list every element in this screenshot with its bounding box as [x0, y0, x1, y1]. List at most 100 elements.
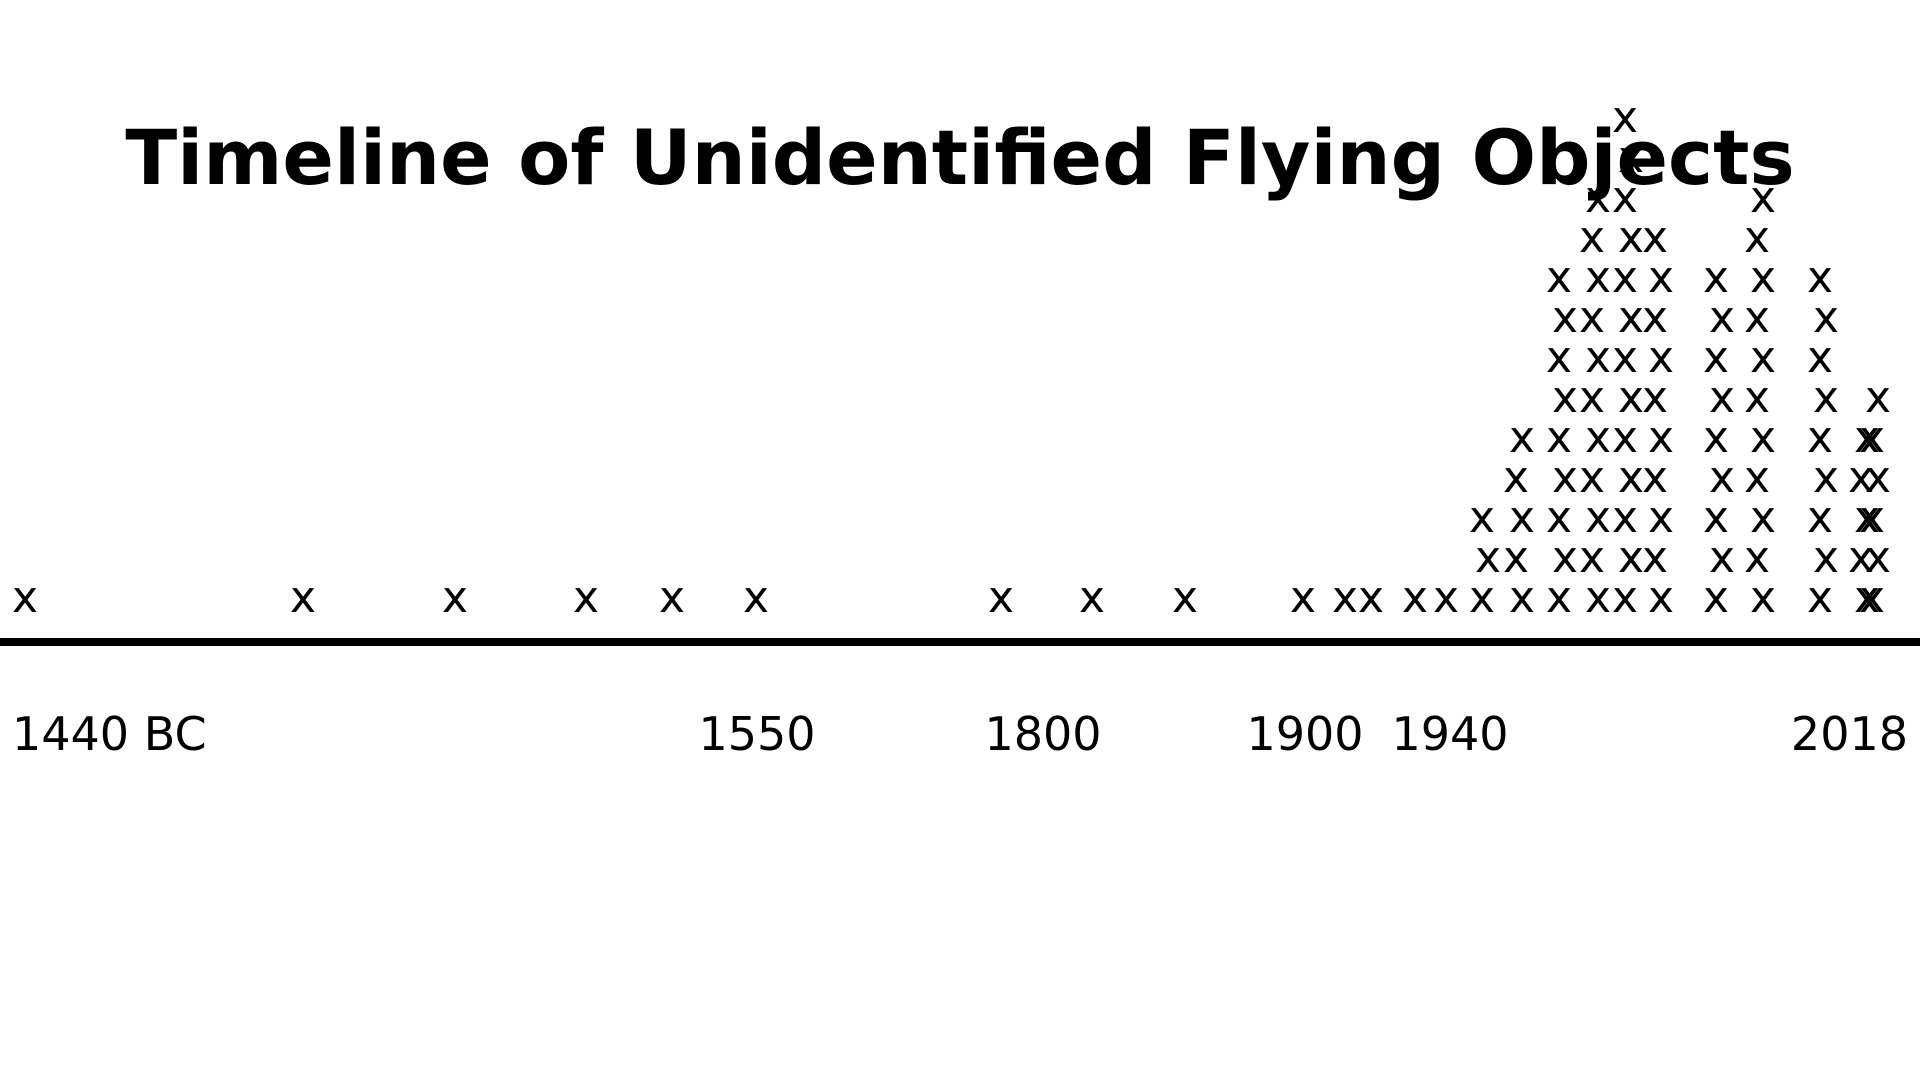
- sighting-mark: x: [1585, 172, 1611, 223]
- sighting-mark: x: [1469, 492, 1495, 543]
- sighting-mark: x: [1813, 452, 1839, 503]
- sighting-mark: x: [1546, 572, 1572, 623]
- tick-label-1940: 1940: [1391, 707, 1508, 761]
- sighting-mark: x: [1618, 212, 1644, 263]
- sighting-mark: x: [1813, 292, 1839, 343]
- tick-label-1440bc: 1440 BC: [12, 707, 207, 761]
- sighting-mark: x: [1807, 332, 1833, 383]
- sighting-mark: x: [1807, 252, 1833, 303]
- sighting-mark: x: [1172, 572, 1198, 623]
- sighting-mark: x: [1865, 532, 1891, 583]
- sighting-mark: x: [988, 572, 1014, 623]
- sighting-mark: x: [442, 572, 468, 623]
- sighting-mark: x: [1618, 132, 1644, 183]
- sighting-mark: x: [1750, 412, 1776, 463]
- sighting-mark: x: [12, 572, 38, 623]
- sighting-mark: x: [1469, 572, 1495, 623]
- sighting-mark: x: [1612, 172, 1638, 223]
- sighting-mark: x: [1433, 572, 1459, 623]
- sighting-mark: x: [1703, 252, 1729, 303]
- sighting-mark: x: [1546, 412, 1572, 463]
- sighting-mark: x: [1848, 532, 1874, 583]
- sighting-mark: x: [1079, 572, 1105, 623]
- sighting-mark: x: [1709, 452, 1735, 503]
- tick-label-1800: 1800: [984, 707, 1101, 761]
- sighting-mark: x: [1612, 92, 1638, 143]
- tick-label-2018: 2018: [1791, 707, 1908, 761]
- sighting-mark: x: [1854, 492, 1880, 543]
- sighting-mark: x: [1618, 372, 1644, 423]
- sighting-mark: x: [1750, 252, 1776, 303]
- sighting-mark: x: [1744, 292, 1770, 343]
- sighting-mark: x: [1579, 532, 1605, 583]
- sighting-marks: x x x x x x x x x x x x x x xxxxxxxxxxxxxxxxxxxxxxxxxx…: [12, 92, 1891, 623]
- sighting-mark: x: [1648, 252, 1674, 303]
- sighting-mark: x: [1744, 532, 1770, 583]
- sighting-mark: x: [1585, 252, 1611, 303]
- sighting-mark: x: [1813, 372, 1839, 423]
- sighting-mark: x: [743, 572, 769, 623]
- sighting-mark: x: [1642, 372, 1668, 423]
- sighting-mark: x: [1859, 572, 1885, 623]
- sighting-mark: x: [1642, 212, 1668, 263]
- sighting-mark: x: [1865, 452, 1891, 503]
- sighting-mark: x: [1612, 492, 1638, 543]
- sighting-mark: x: [1744, 452, 1770, 503]
- sighting-mark: x: [1546, 252, 1572, 303]
- sighting-mark: x: [1612, 572, 1638, 623]
- sighting-mark: x: [1807, 492, 1833, 543]
- sighting-mark: x: [1585, 332, 1611, 383]
- sighting-mark: x: [1552, 292, 1578, 343]
- sighting-mark: x: [1579, 372, 1605, 423]
- sighting-mark: x: [1579, 452, 1605, 503]
- sighting-mark: x: [1854, 412, 1880, 463]
- sighting-mark: x: [1552, 532, 1578, 583]
- sighting-mark: x: [1642, 452, 1668, 503]
- sighting-mark: x: [1503, 532, 1529, 583]
- sighting-mark: x: [1585, 412, 1611, 463]
- sighting-mark: x: [1703, 572, 1729, 623]
- sighting-mark: x: [1750, 572, 1776, 623]
- sighting-mark: x: [1509, 412, 1535, 463]
- sighting-mark: x: [1290, 572, 1316, 623]
- sighting-mark: x: [1612, 332, 1638, 383]
- sighting-mark: x: [1703, 332, 1729, 383]
- sighting-mark: x: [1612, 412, 1638, 463]
- sighting-mark: x: [1642, 292, 1668, 343]
- sighting-mark: x: [1709, 372, 1735, 423]
- sighting-mark: x: [1859, 492, 1885, 543]
- sighting-mark: x: [1865, 372, 1891, 423]
- sighting-mark: x: [1807, 572, 1833, 623]
- sighting-mark: x: [1579, 212, 1605, 263]
- sighting-mark: x: [1402, 572, 1428, 623]
- sighting-mark: x: [1546, 492, 1572, 543]
- sighting-mark: x: [1642, 532, 1668, 583]
- sighting-mark: x: [573, 572, 599, 623]
- sighting-mark: x: [1358, 572, 1384, 623]
- sighting-mark: x: [1648, 412, 1674, 463]
- sighting-mark: x: [1807, 412, 1833, 463]
- sighting-mark: x: [1618, 532, 1644, 583]
- sighting-mark: x: [1552, 372, 1578, 423]
- sighting-mark: x: [1552, 452, 1578, 503]
- sighting-mark: x: [1750, 492, 1776, 543]
- sighting-mark: x: [1709, 532, 1735, 583]
- tick-label-1900: 1900: [1246, 707, 1363, 761]
- sighting-mark: x: [290, 572, 316, 623]
- sighting-mark: x: [1648, 572, 1674, 623]
- sighting-mark: x: [1744, 372, 1770, 423]
- sighting-mark: x: [1848, 452, 1874, 503]
- sighting-mark: x: [659, 572, 685, 623]
- sighting-mark: x: [1509, 572, 1535, 623]
- sighting-mark: x: [1509, 492, 1535, 543]
- sighting-mark: x: [1703, 412, 1729, 463]
- sighting-mark: x: [1750, 172, 1776, 223]
- sighting-mark: x: [1648, 332, 1674, 383]
- sighting-mark: x: [1618, 292, 1644, 343]
- sighting-mark: x: [1332, 572, 1358, 623]
- sighting-mark: x: [1744, 212, 1770, 263]
- sighting-mark: x: [1618, 452, 1644, 503]
- sighting-mark: x: [1579, 292, 1605, 343]
- sighting-mark: x: [1503, 452, 1529, 503]
- tick-label-1550: 1550: [698, 707, 815, 761]
